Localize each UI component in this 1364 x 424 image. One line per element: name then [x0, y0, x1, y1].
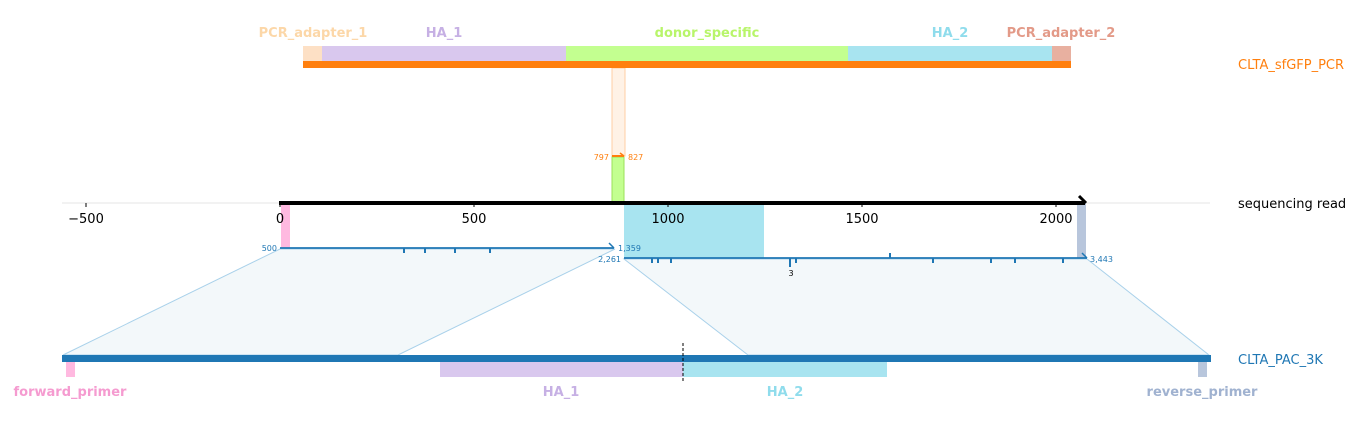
feature-pcr-adapter-2 — [1052, 46, 1071, 61]
axis-tick-label: −500 — [68, 212, 104, 227]
axis-tick-label: 1000 — [651, 212, 684, 227]
feature-ha-1-bottom — [440, 362, 683, 377]
top-construct-name: CLTA_sfGFP_PCR — [1238, 58, 1344, 73]
top-construct-backbone — [303, 61, 1071, 68]
alignment-2-insertion-count: 3 — [788, 269, 793, 278]
label-ha-1-bottom: HA_1 — [543, 385, 580, 400]
read-name: sequencing read — [1238, 197, 1346, 212]
axis-tick-label: 500 — [462, 212, 487, 227]
label-ha-2-bottom: HA_2 — [767, 385, 804, 400]
label-reverse-primer: reverse_primer — [1147, 385, 1259, 400]
alignment-1-end: 1,359 — [618, 244, 641, 253]
alignment-2-start: 2,261 — [598, 255, 621, 264]
ha-2-on-read — [624, 203, 764, 258]
feature-ha-1 — [322, 46, 566, 61]
donor-alignment-end: 827 — [628, 153, 643, 162]
top-alignment-connector — [611, 67, 626, 157]
alignment-1-connector — [62, 248, 616, 356]
label-pcr-adapter-1: PCR_adapter_1 — [259, 26, 368, 41]
alignment-2-arrowhead — [1081, 252, 1088, 259]
bottom-construct-backbone — [62, 355, 1211, 362]
forward-primer-on-read — [281, 203, 290, 248]
alignment-2-connector — [622, 258, 1211, 356]
label-ha-1: HA_1 — [426, 26, 463, 41]
read-arrowhead — [1077, 194, 1088, 205]
alignment-2-end: 3,443 — [1090, 255, 1113, 264]
donor-specific-on-read — [611, 156, 625, 203]
reverse-primer-on-read — [1077, 203, 1086, 258]
axis-tick-label: 1500 — [845, 212, 878, 227]
sequencing-read: −500 0 500 1000 1500 2000 sequencing read 500… — [62, 194, 1346, 278]
axis-tick-label: 2000 — [1039, 212, 1072, 227]
alignment-1-start: 500 — [262, 244, 277, 253]
donor-alignment: 797 827 — [594, 152, 643, 203]
feature-ha-2 — [848, 46, 1052, 61]
feature-pcr-adapter-1 — [303, 46, 322, 61]
bottom-construct-name: CLTA_PAC_3K — [1238, 353, 1323, 368]
label-pcr-adapter-2: PCR_adapter_2 — [1007, 26, 1116, 41]
label-donor-specific: donor_specific — [655, 26, 760, 41]
feature-reverse-primer — [1198, 362, 1207, 377]
alignment-1-arrowhead — [608, 242, 615, 249]
feature-forward-primer — [66, 362, 75, 377]
label-forward-primer: forward_primer — [14, 385, 128, 400]
bottom-construct: forward_primer HA_1 HA_2 reverse_primer … — [14, 343, 1323, 400]
top-construct: PCR_adapter_1 HA_1 donor_specific HA_2 P… — [259, 26, 1344, 73]
label-ha-2: HA_2 — [932, 26, 969, 41]
axis-tick-label: 0 — [276, 212, 284, 227]
feature-ha-2-bottom — [683, 362, 887, 377]
donor-alignment-arrowhead — [619, 152, 625, 157]
feature-donor-specific — [566, 46, 848, 61]
donor-alignment-start: 797 — [594, 153, 609, 162]
